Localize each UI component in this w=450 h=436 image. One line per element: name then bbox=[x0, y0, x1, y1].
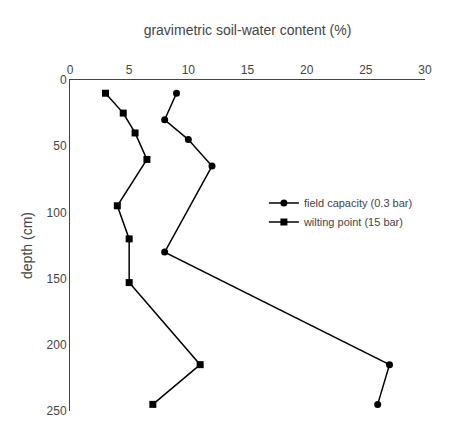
svg-text:wilting point (15 bar): wilting point (15 bar) bbox=[303, 216, 403, 228]
svg-text:100: 100 bbox=[47, 206, 67, 220]
svg-text:0: 0 bbox=[60, 73, 67, 87]
svg-text:15: 15 bbox=[241, 63, 255, 77]
svg-text:20: 20 bbox=[300, 63, 314, 77]
svg-text:depth (cm): depth (cm) bbox=[19, 212, 35, 279]
svg-text:10: 10 bbox=[182, 63, 196, 77]
svg-text:30: 30 bbox=[418, 63, 432, 77]
svg-text:200: 200 bbox=[47, 338, 67, 352]
svg-text:0: 0 bbox=[67, 63, 74, 77]
svg-text:25: 25 bbox=[359, 63, 373, 77]
svg-text:gravimetric soil-water content: gravimetric soil-water content (%) bbox=[144, 22, 352, 38]
svg-text:150: 150 bbox=[47, 272, 67, 286]
svg-text:50: 50 bbox=[53, 139, 67, 153]
svg-text:field capacity (0.3 bar): field capacity (0.3 bar) bbox=[304, 197, 412, 209]
svg-text:250: 250 bbox=[47, 404, 67, 418]
svg-text:5: 5 bbox=[126, 63, 133, 77]
